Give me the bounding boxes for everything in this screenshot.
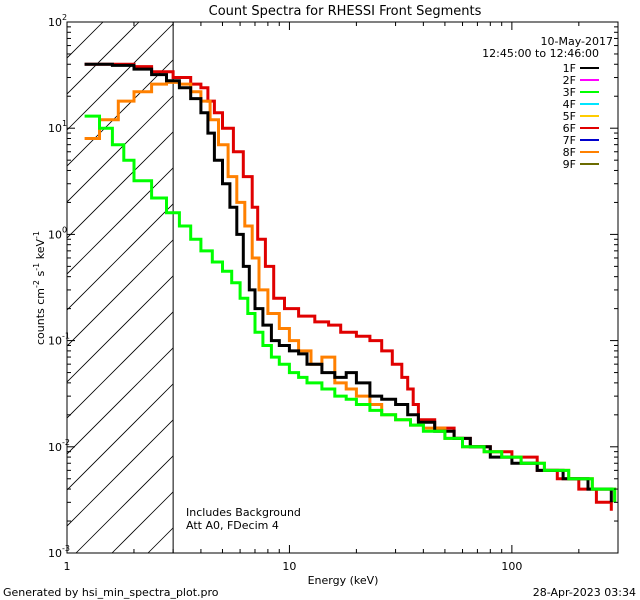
- legend-label-8F: 8F: [563, 146, 576, 159]
- x-tick-labels: 1 10 100: [64, 560, 523, 573]
- chart-title: Count Spectra for RHESSI Front Segments: [209, 4, 482, 19]
- series-layer: [84, 62, 617, 511]
- attenuator-annotation: Att A0, FDecim 4: [186, 519, 279, 532]
- legend-label-2F: 2F: [563, 74, 576, 87]
- legend-label-5F: 5F: [563, 110, 576, 123]
- x-axis-label: Energy (keV): [308, 574, 379, 587]
- hatch-line: [67, 22, 104, 59]
- legend-label-3F: 3F: [563, 86, 576, 99]
- x-tick-label: 10: [282, 560, 296, 573]
- y-tick-label: 10-3: [48, 544, 70, 560]
- y-tick-exponent: -2: [62, 438, 70, 447]
- y-tick-exponent: -1: [62, 332, 70, 341]
- plot-frame: [66, 21, 619, 554]
- excluded-energy-hatch: [67, 22, 618, 553]
- hatch-line: [67, 22, 176, 131]
- footer-generated-by: Generated by hsi_min_spectra_plot.pro: [3, 586, 219, 599]
- y-tick-exponent: 2: [62, 13, 67, 22]
- x-tick-label: 1: [64, 560, 71, 573]
- background-annotation: Includes Background: [186, 506, 301, 519]
- y-tick-label: 100: [48, 225, 67, 241]
- y-tick-exponent: -3: [62, 544, 70, 553]
- y-tick-label: 102: [48, 13, 67, 29]
- y-tick-exponent: 1: [62, 119, 67, 128]
- axis-ticks: [66, 22, 619, 554]
- y-tick-label: 101: [48, 119, 67, 135]
- footer-timestamp: 28-Apr-2023 03:34: [533, 586, 636, 599]
- hatch-line: [67, 22, 248, 203]
- y-axis-label: counts cm-2 s-1 keV-1: [32, 231, 47, 345]
- time-range-label: 12:45:00 to 12:46:00: [482, 47, 599, 60]
- legend-label-9F: 9F: [563, 158, 576, 171]
- series-3F: [84, 114, 617, 503]
- legend-label-4F: 4F: [563, 98, 576, 111]
- y-tick-exponent: 0: [62, 225, 67, 234]
- hatch-line: [67, 22, 212, 167]
- series-1F: [84, 62, 613, 503]
- legend-label-7F: 7F: [563, 134, 576, 147]
- legend-label-6F: 6F: [563, 122, 576, 135]
- legend-label-1F: 1F: [563, 62, 576, 75]
- date-label: 10-May-2017: [541, 35, 613, 48]
- x-tick-label: 100: [501, 560, 522, 573]
